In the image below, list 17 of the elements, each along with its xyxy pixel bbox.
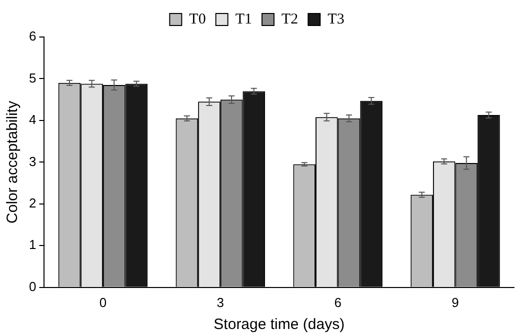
y-tick-label: 5 <box>28 70 36 86</box>
legend-label: T1 <box>235 11 252 28</box>
y-tick-label: 3 <box>28 154 36 169</box>
legend-label: T0 <box>189 11 206 28</box>
x-axis-title: Storage time (days) <box>214 316 345 334</box>
y-tick-label: 4 <box>28 112 36 128</box>
x-tick-label: 0 <box>99 294 107 310</box>
x-tick-label: 3 <box>216 294 224 310</box>
y-tick-label: 1 <box>28 237 36 252</box>
legend-label: T3 <box>328 11 344 28</box>
y-axis-title: Color acceptability <box>4 100 22 224</box>
y-tick-label: 0 <box>28 278 36 294</box>
y-tick-label: 6 <box>28 28 36 44</box>
x-tick-label: 6 <box>334 294 342 310</box>
legend-label: T2 <box>282 11 298 28</box>
y-tick-label: 2 <box>28 196 36 211</box>
x-tick-label: 9 <box>452 294 459 310</box>
